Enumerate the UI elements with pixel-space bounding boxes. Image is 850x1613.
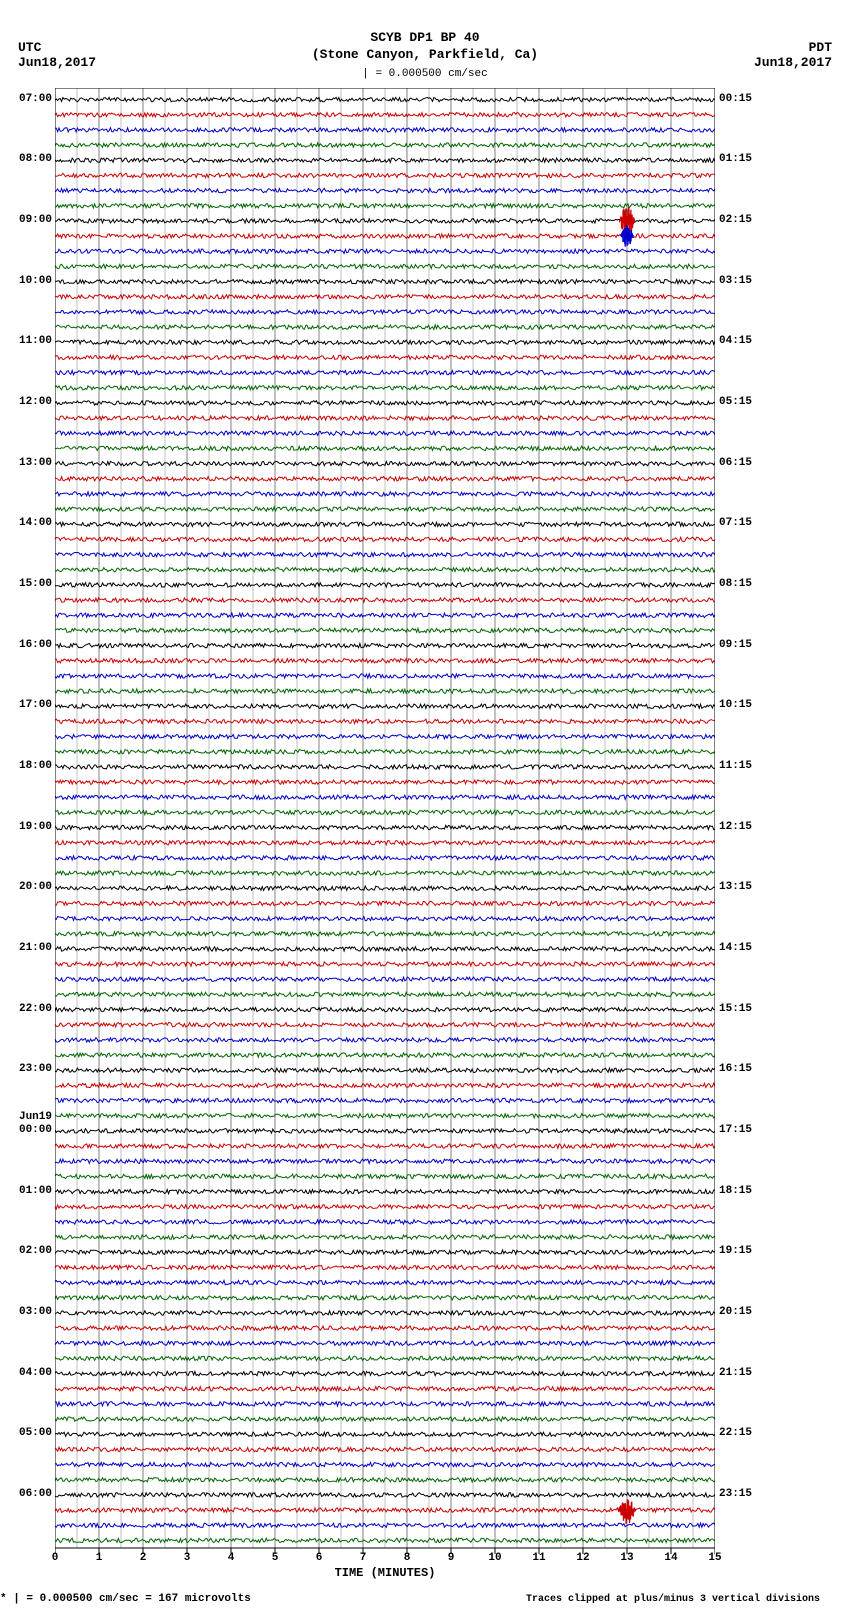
left-time-label: 08:00 bbox=[4, 153, 52, 165]
right-time-label: 04:15 bbox=[719, 335, 767, 347]
right-time-label: 19:15 bbox=[719, 1245, 767, 1257]
left-time-label: 12:00 bbox=[4, 396, 52, 408]
right-time-label: 14:15 bbox=[719, 942, 767, 954]
seismogram-container: SCYB DP1 BP 40 (Stone Canyon, Parkfield,… bbox=[0, 0, 850, 1613]
pdt-label: PDT bbox=[809, 40, 832, 55]
right-time-label: 09:15 bbox=[719, 639, 767, 651]
left-time-label: 18:00 bbox=[4, 760, 52, 772]
left-time-label: 13:00 bbox=[4, 457, 52, 469]
x-tick-label: 15 bbox=[705, 1552, 725, 1564]
right-time-label: 12:15 bbox=[719, 821, 767, 833]
scale-note: | = 0.000500 cm/sec bbox=[0, 68, 850, 80]
right-time-label: 06:15 bbox=[719, 457, 767, 469]
right-time-label: 05:15 bbox=[719, 396, 767, 408]
right-time-label: 17:15 bbox=[719, 1124, 767, 1136]
x-tick-label: 7 bbox=[353, 1552, 373, 1564]
left-time-label: 02:00 bbox=[4, 1245, 52, 1257]
left-time-label: 01:00 bbox=[4, 1185, 52, 1197]
left-time-label: 05:00 bbox=[4, 1427, 52, 1439]
right-time-label: 16:15 bbox=[719, 1063, 767, 1075]
utc-label: UTC bbox=[18, 40, 41, 55]
x-tick-label: 3 bbox=[177, 1552, 197, 1564]
x-tick-label: 10 bbox=[485, 1552, 505, 1564]
left-time-label: 21:00 bbox=[4, 942, 52, 954]
left-time-label: 23:00 bbox=[4, 1063, 52, 1075]
left-time-label: 06:00 bbox=[4, 1488, 52, 1500]
right-time-label: 03:15 bbox=[719, 275, 767, 287]
right-time-label: 01:15 bbox=[719, 153, 767, 165]
x-axis-title: TIME (MINUTES) bbox=[55, 1566, 715, 1580]
left-time-label: 15:00 bbox=[4, 578, 52, 590]
right-time-label: 15:15 bbox=[719, 1003, 767, 1015]
left-time-label: 16:00 bbox=[4, 639, 52, 651]
x-tick-label: 11 bbox=[529, 1552, 549, 1564]
footer-right: Traces clipped at plus/minus 3 vertical … bbox=[526, 1594, 820, 1605]
x-tick-label: 5 bbox=[265, 1552, 285, 1564]
left-time-label: 00:00 bbox=[4, 1124, 52, 1136]
left-time-label: 03:00 bbox=[4, 1306, 52, 1318]
right-time-label: 11:15 bbox=[719, 760, 767, 772]
x-tick-label: 1 bbox=[89, 1552, 109, 1564]
right-time-label: 18:15 bbox=[719, 1185, 767, 1197]
left-time-label: 22:00 bbox=[4, 1003, 52, 1015]
right-time-label: 02:15 bbox=[719, 214, 767, 226]
right-time-label: 07:15 bbox=[719, 517, 767, 529]
right-time-label: 00:15 bbox=[719, 93, 767, 105]
right-time-label: 20:15 bbox=[719, 1306, 767, 1318]
left-time-label: 14:00 bbox=[4, 517, 52, 529]
x-tick-label: 13 bbox=[617, 1552, 637, 1564]
x-tick-label: 0 bbox=[45, 1552, 65, 1564]
chart-header: SCYB DP1 BP 40 (Stone Canyon, Parkfield,… bbox=[0, 30, 850, 64]
footer-left: * | = 0.000500 cm/sec = 167 microvolts bbox=[0, 1593, 251, 1605]
left-time-label: 07:00 bbox=[4, 93, 52, 105]
left-time-label: 11:00 bbox=[4, 335, 52, 347]
left-time-label: 20:00 bbox=[4, 881, 52, 893]
x-tick-label: 12 bbox=[573, 1552, 593, 1564]
pdt-date: Jun18,2017 bbox=[754, 55, 832, 70]
x-tick-label: 8 bbox=[397, 1552, 417, 1564]
x-tick-label: 14 bbox=[661, 1552, 681, 1564]
left-time-label: 09:00 bbox=[4, 214, 52, 226]
x-tick-label: 4 bbox=[221, 1552, 241, 1564]
left-time-label: 04:00 bbox=[4, 1367, 52, 1379]
day-break-label: Jun19 bbox=[4, 1111, 52, 1123]
right-time-label: 22:15 bbox=[719, 1427, 767, 1439]
plot-area bbox=[55, 88, 715, 1558]
left-time-label: 19:00 bbox=[4, 821, 52, 833]
right-time-label: 10:15 bbox=[719, 699, 767, 711]
seismogram-svg bbox=[55, 88, 715, 1558]
station-line: SCYB DP1 BP 40 bbox=[0, 30, 850, 47]
right-time-label: 21:15 bbox=[719, 1367, 767, 1379]
right-time-label: 13:15 bbox=[719, 881, 767, 893]
utc-date: Jun18,2017 bbox=[18, 55, 96, 70]
right-time-label: 23:15 bbox=[719, 1488, 767, 1500]
x-tick-label: 9 bbox=[441, 1552, 461, 1564]
x-tick-label: 2 bbox=[133, 1552, 153, 1564]
location-line: (Stone Canyon, Parkfield, Ca) bbox=[0, 47, 850, 64]
left-time-label: 17:00 bbox=[4, 699, 52, 711]
left-time-label: 10:00 bbox=[4, 275, 52, 287]
right-time-label: 08:15 bbox=[719, 578, 767, 590]
x-tick-label: 6 bbox=[309, 1552, 329, 1564]
